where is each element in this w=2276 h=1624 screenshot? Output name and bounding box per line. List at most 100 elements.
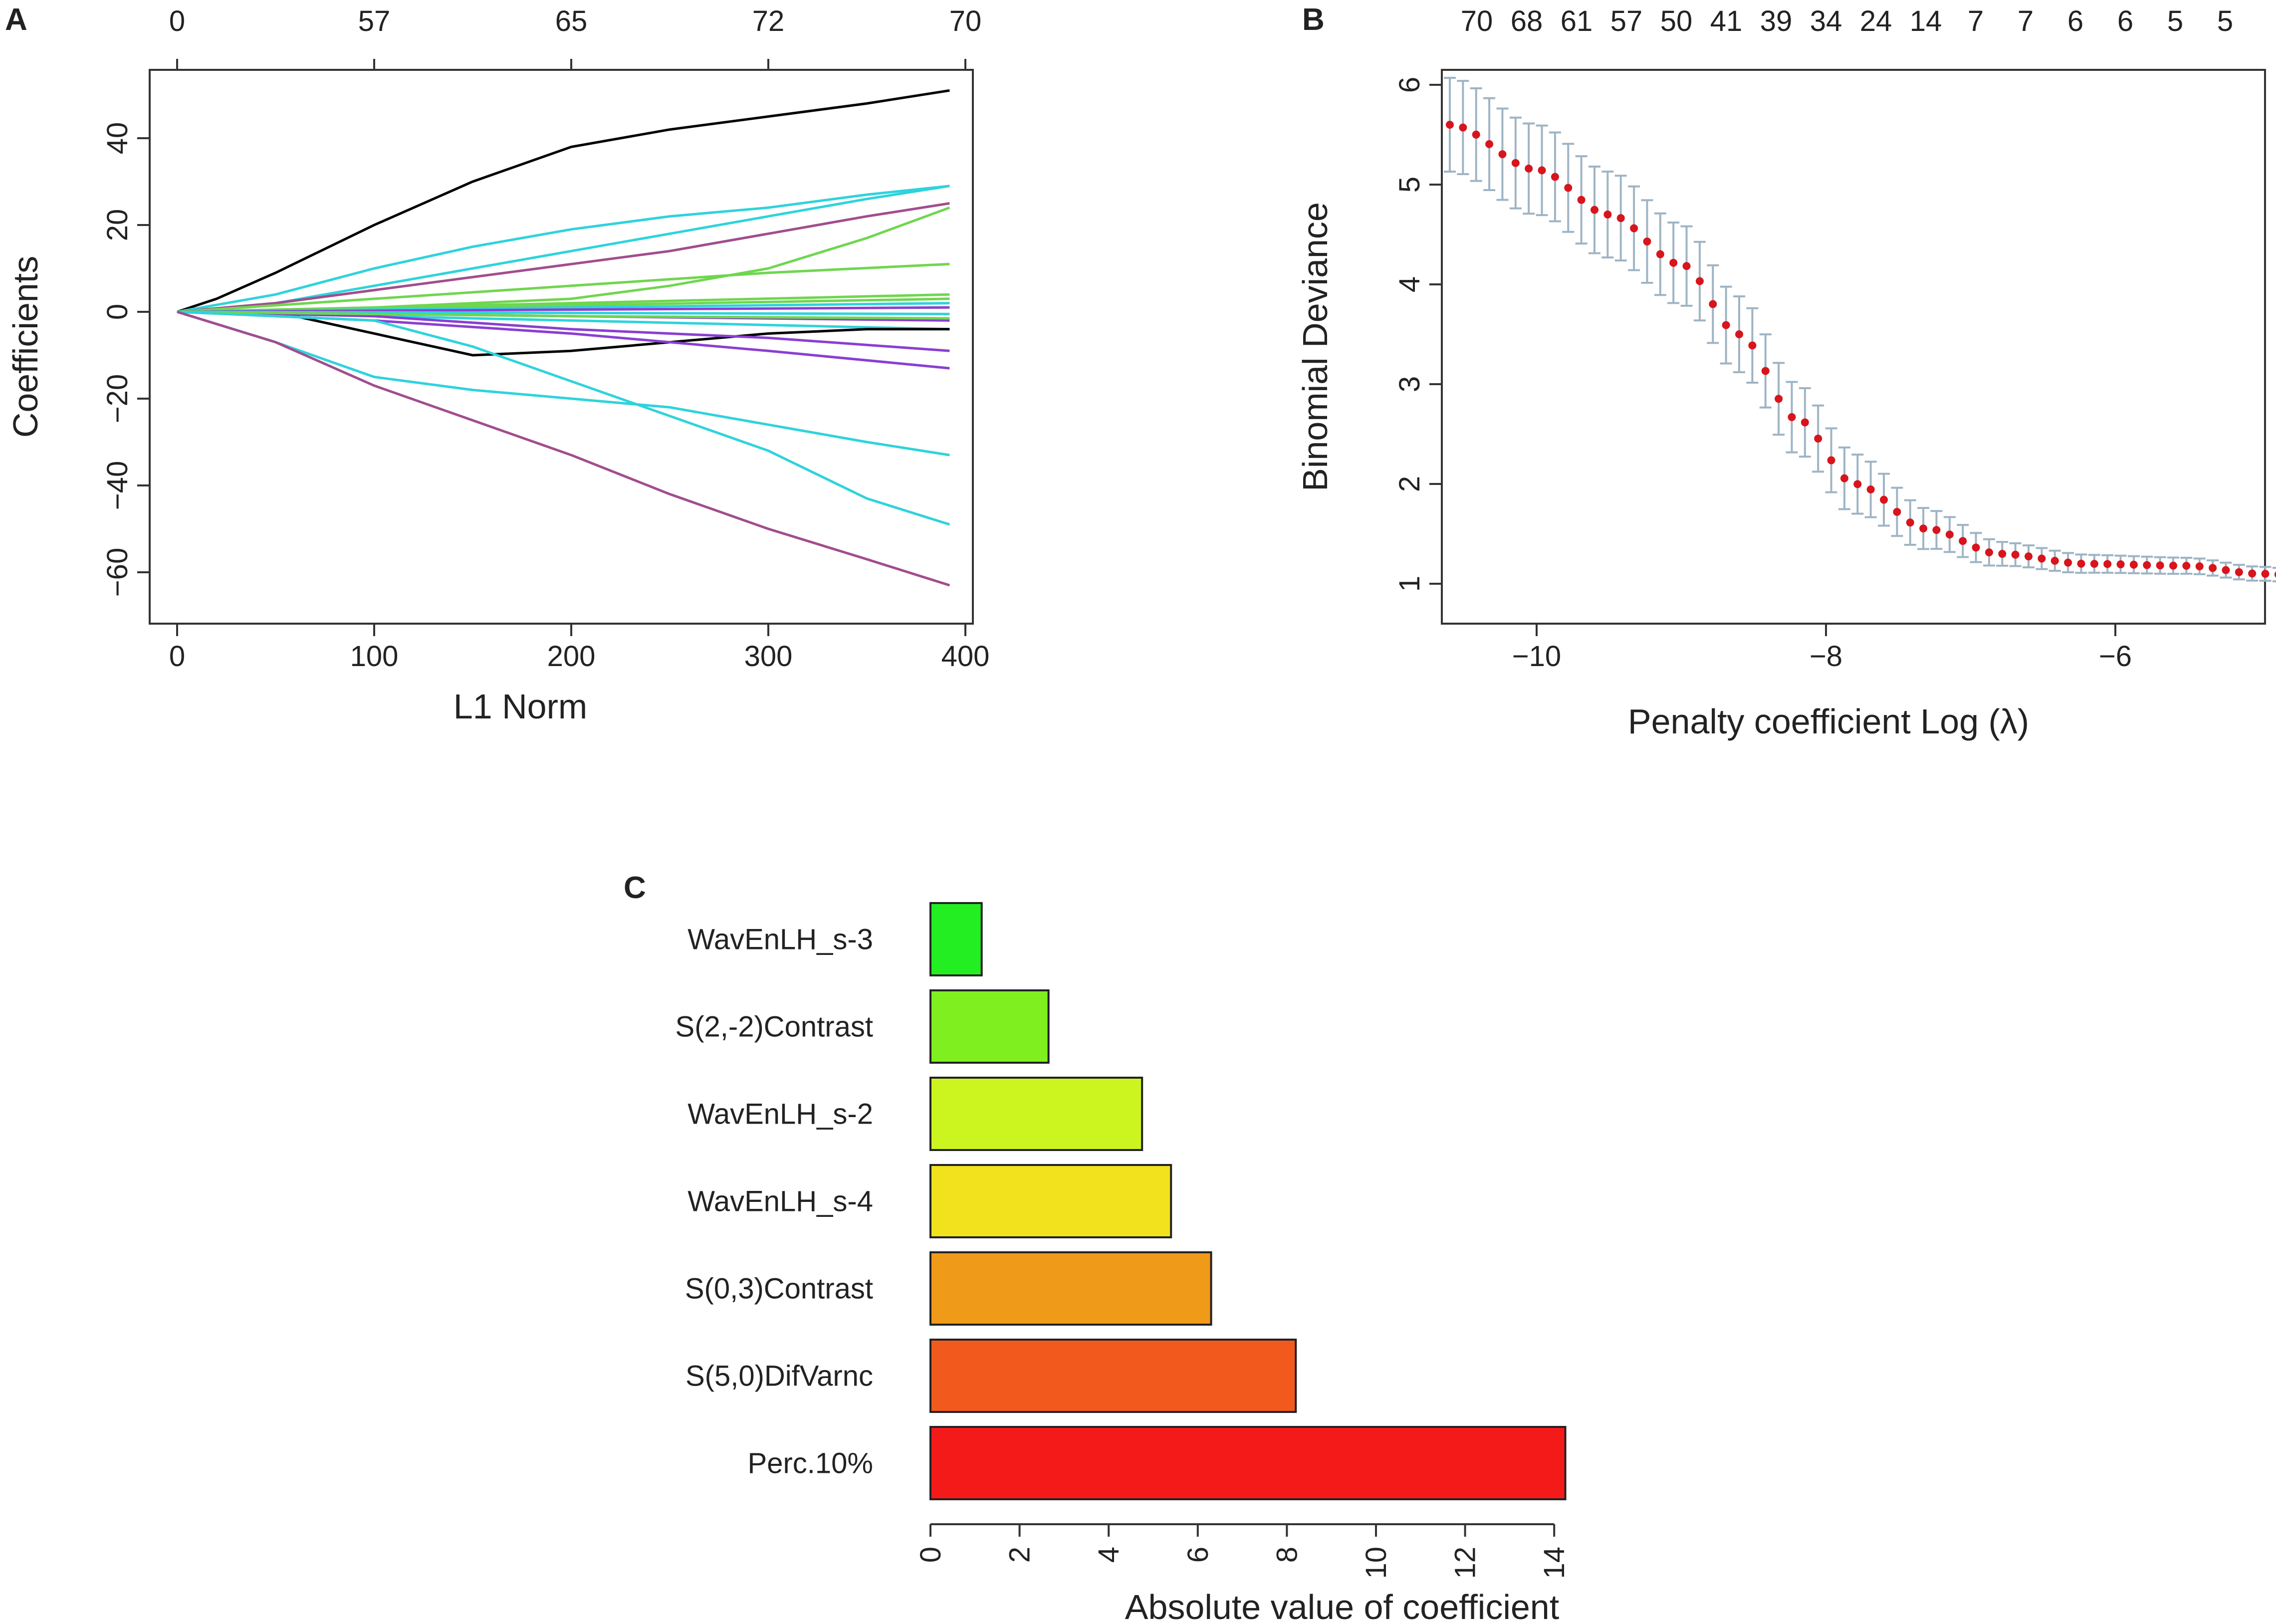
- panel-b-top-axis-label: 6: [2117, 5, 2133, 37]
- panel-a-series-line: [177, 310, 950, 352]
- panel-b-point: [1525, 164, 1533, 173]
- panel-b-point: [1511, 159, 1520, 167]
- panel-b-point: [1446, 121, 1454, 129]
- panel-b-point: [2038, 554, 2046, 563]
- panel-b-point: [1801, 418, 1809, 427]
- panel-a-letter: A: [5, 2, 27, 37]
- panel-a-series-line: [177, 185, 950, 313]
- panel-b-point: [2235, 568, 2243, 576]
- panel-a-y-tick-label: −60: [101, 548, 134, 597]
- panel-b-point: [2050, 556, 2059, 565]
- panel-b-point: [2090, 560, 2098, 568]
- panel-a-y-axis-label: Coefficients: [6, 256, 45, 438]
- panel-c-category-label: WavEnLH_s-2: [687, 1098, 873, 1131]
- panel-c-x-tick-label: 10: [1360, 1547, 1392, 1579]
- panel-b-top-axis-label: 24: [1860, 5, 1892, 37]
- panel-c-category-label: Perc.10%: [748, 1447, 873, 1480]
- panel-b-point: [2077, 559, 2085, 568]
- panel-b-top-axis-label: 34: [1810, 5, 1842, 37]
- panel-b-y-tick-label: 4: [1393, 276, 1426, 292]
- panel-b-point: [1682, 262, 1691, 270]
- panel-b-point: [1669, 258, 1678, 267]
- panel-a-series-group: [177, 89, 950, 587]
- panel-b-y-tick-label: 3: [1393, 376, 1426, 392]
- panel-b-point: [1893, 507, 1901, 516]
- panel-b-top-axis-label: 7: [1968, 5, 1984, 37]
- panel-b-top-axis-label: 5: [2217, 5, 2233, 37]
- panel-b-point: [1959, 537, 1967, 545]
- panel-b-point: [2011, 550, 2020, 559]
- panel-a-top-axis: 0 57 65 72 70: [169, 5, 981, 70]
- panel-a-top-tick-label: 57: [358, 5, 391, 37]
- panel-b-point: [1603, 210, 1612, 219]
- panel-b-top-axis-label: 14: [1910, 5, 1942, 37]
- panel-b-point: [2156, 561, 2164, 570]
- panel-a-top-tick-label: 65: [555, 5, 588, 37]
- panel-b-x-tick-label: −10: [1512, 640, 1561, 673]
- panel-c-x-tick-label: 8: [1271, 1547, 1303, 1563]
- panel-a-x-axis-label: L1 Norm: [454, 687, 587, 726]
- panel-c-category-labels: WavEnLH_s-3 S(2,-2)Contrast WavEnLH_s-2 Wav…: [676, 924, 873, 1480]
- panel-b-point: [1498, 150, 1507, 159]
- panel-b-point: [1538, 166, 1546, 175]
- panel-b-top-axis-label: 39: [1760, 5, 1793, 37]
- panel-b-point: [1827, 456, 1835, 464]
- panel-a-x-tick-label: 300: [744, 640, 793, 673]
- panel-a-x-tick-label: 0: [169, 640, 185, 673]
- panel-b-error-bars: [1444, 77, 2276, 583]
- panel-b-point: [1880, 495, 1888, 504]
- panel-a-series-line: [177, 310, 950, 587]
- panel-b-point: [1906, 518, 1914, 527]
- panel-a-x-tick-label: 200: [547, 640, 596, 673]
- panel-b-point: [1577, 196, 1586, 204]
- panel-b-point: [2129, 560, 2138, 569]
- panel-b-point: [2195, 562, 2204, 571]
- panel-a-x-tick-label: 100: [350, 640, 399, 673]
- panel-a-series-line: [177, 185, 950, 313]
- panel-b-point: [1459, 123, 1467, 132]
- panel-b-point: [1932, 526, 1941, 534]
- panel-b-point: [2182, 561, 2191, 570]
- panel-a-series-line: [177, 310, 950, 526]
- panel-b-y-axis: 1 2 3 4 5 6: [1393, 77, 1442, 592]
- panel-b-point: [1551, 173, 1559, 181]
- panel-b-point: [1643, 237, 1651, 246]
- panel-c-x-tick-label: 2: [1004, 1547, 1036, 1563]
- panel-a-plot-box: [149, 69, 974, 625]
- panel-b-point: [1656, 250, 1664, 258]
- panel-b-x-axis-label: Penalty coefficient Log (λ): [1628, 702, 2029, 741]
- panel-a-series-line: [177, 310, 950, 357]
- panel-b-point: [2261, 570, 2270, 578]
- panel-c-x-tick-label: 0: [914, 1547, 947, 1563]
- panel-a-y-axis: 40 20 0 −20 −40 −60: [101, 122, 150, 597]
- panel-b-point: [1788, 413, 1796, 422]
- panel-a-top-tick-label: 72: [752, 5, 785, 37]
- panel-a-top-tick-label: 70: [949, 5, 982, 37]
- panel-b-top-axis-label: 7: [2018, 5, 2034, 37]
- panel-a-x-tick-label: 400: [941, 640, 990, 673]
- panel-b-point: [1591, 206, 1598, 214]
- panel-c-letter: C: [624, 871, 646, 905]
- panel-b-y-axis-label: Binomial Deviance: [1296, 202, 1335, 491]
- panel-c-bar: [929, 902, 983, 976]
- panel-c-bar: [929, 1339, 1297, 1413]
- panel-b-top-axis-label: 5: [2167, 5, 2183, 37]
- panel-b-x-axis: −10−8−6−4−2: [1512, 624, 2132, 673]
- panel-b-top-axis-label: 68: [1511, 5, 1543, 37]
- panel-b-point: [1945, 530, 1954, 539]
- panel-b-y-tick-label: 6: [1393, 77, 1426, 93]
- panel-b-point: [2169, 561, 2177, 570]
- panel-a-y-tick-label: 40: [101, 122, 134, 155]
- panel-b-point: [1709, 300, 1717, 308]
- panel-c-bar: [929, 1251, 1212, 1326]
- panel-c-x-tick-label: 6: [1182, 1547, 1214, 1563]
- panel-b-point: [1972, 543, 1980, 552]
- panel-c-bar: [929, 1164, 1172, 1238]
- panel-b-point: [1485, 140, 1494, 148]
- panel-b-y-tick-label: 1: [1393, 576, 1426, 592]
- panel-b-point: [2222, 566, 2230, 574]
- panel-b-point: [2274, 571, 2276, 578]
- panel-b-point: [1630, 224, 1638, 232]
